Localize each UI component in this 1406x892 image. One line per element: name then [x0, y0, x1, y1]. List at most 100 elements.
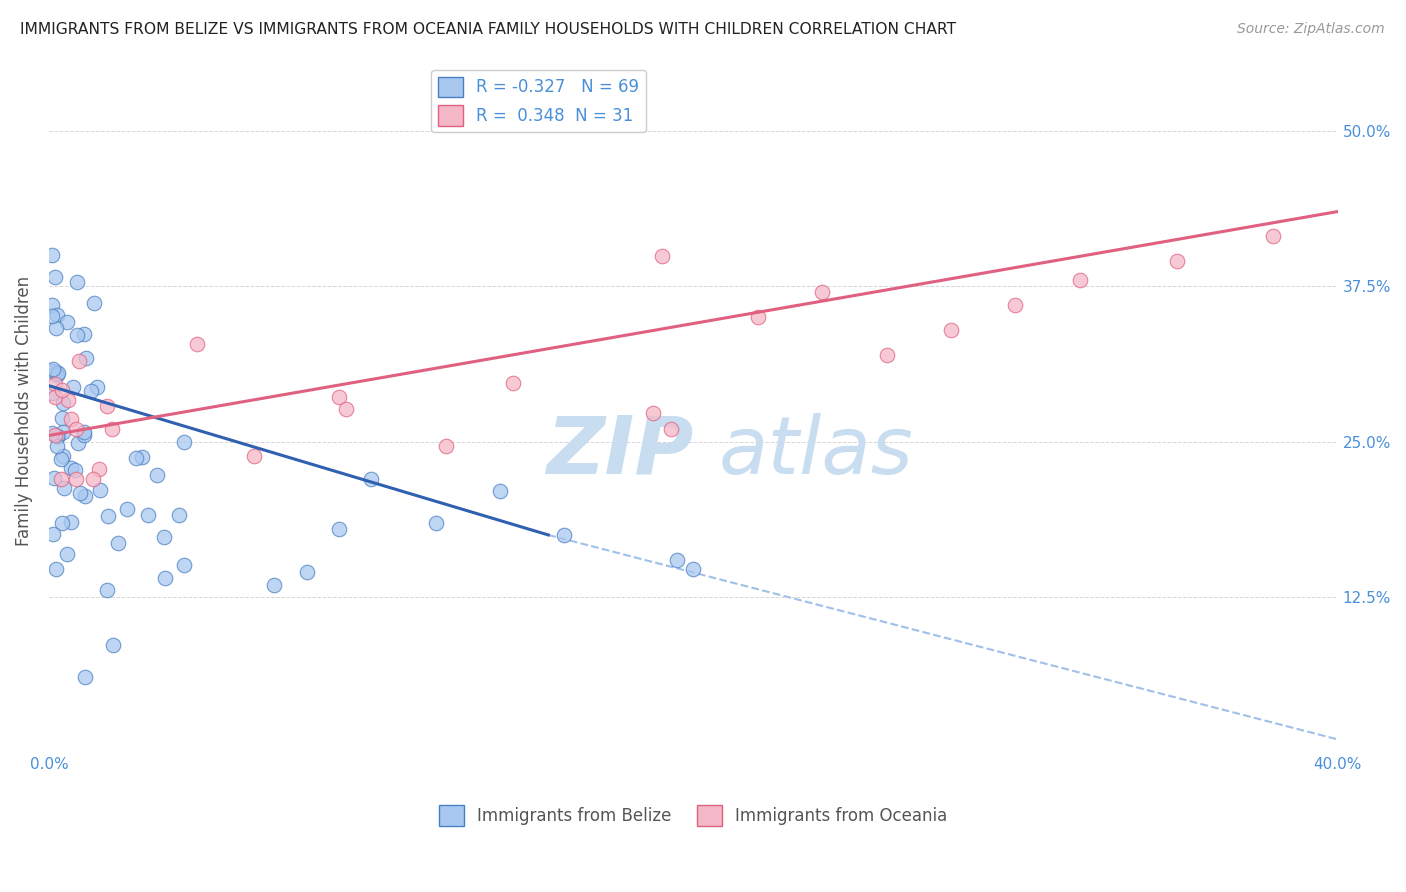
Point: [553, 528, 575, 542]
Point: [41, 364, 63, 378]
Point: [56, 392, 79, 407]
Point: [125, 450, 148, 465]
Point: [96, 583, 118, 598]
Point: [45, 321, 67, 335]
Point: [263, 578, 285, 592]
Point: [46, 438, 69, 452]
Point: [51, 516, 73, 530]
Point: [41, 248, 63, 262]
Point: [295, 566, 318, 580]
Point: [41, 526, 63, 541]
Point: [65, 463, 87, 477]
Point: [56, 547, 79, 561]
Point: [62, 380, 84, 394]
Point: [52, 425, 75, 440]
Point: [173, 435, 195, 450]
Point: [96, 399, 118, 413]
Point: [80, 384, 103, 398]
Point: [52, 450, 75, 464]
Point: [44, 365, 66, 379]
Point: [87, 462, 110, 476]
Point: [876, 348, 898, 362]
Point: [44, 376, 66, 391]
Point: [328, 522, 350, 536]
Point: [65, 472, 87, 486]
Text: ZIP: ZIP: [546, 413, 693, 491]
Point: [666, 553, 689, 567]
Point: [86, 380, 108, 394]
Point: [242, 449, 264, 463]
Point: [73, 425, 96, 439]
Point: [46, 366, 69, 380]
Point: [101, 422, 124, 436]
Point: [169, 508, 191, 523]
Point: [41, 426, 63, 441]
Point: [101, 638, 124, 652]
Text: Source: ZipAtlas.com: Source: ZipAtlas.com: [1237, 22, 1385, 37]
Point: [489, 484, 512, 499]
Point: [115, 502, 138, 516]
Point: [42, 361, 65, 376]
Point: [747, 310, 769, 325]
Point: [155, 571, 177, 585]
Point: [1263, 229, 1285, 244]
Point: [60, 412, 83, 426]
Point: [153, 530, 176, 544]
Text: IMMIGRANTS FROM BELIZE VS IMMIGRANTS FROM OCEANIA FAMILY HOUSEHOLDS WITH CHILDRE: IMMIGRANTS FROM BELIZE VS IMMIGRANTS FRO…: [20, 22, 956, 37]
Point: [360, 472, 382, 486]
Y-axis label: Family Households with Children: Family Households with Children: [15, 276, 32, 546]
Point: [328, 390, 350, 404]
Point: [59, 516, 82, 530]
Point: [502, 376, 524, 390]
Point: [136, 508, 159, 523]
Point: [44, 428, 66, 442]
Point: [131, 450, 153, 464]
Point: [659, 422, 682, 436]
Point: [73, 428, 96, 442]
Point: [45, 429, 67, 443]
Point: [44, 391, 66, 405]
Point: [73, 326, 96, 341]
Point: [49, 451, 72, 466]
Point: [75, 670, 97, 684]
Point: [641, 406, 664, 420]
Point: [42, 471, 65, 485]
Point: [65, 422, 87, 436]
Point: [73, 489, 96, 503]
Point: [52, 396, 75, 410]
Point: [55, 314, 77, 328]
Point: [811, 285, 834, 300]
Point: [51, 384, 73, 398]
Point: [75, 351, 97, 365]
Point: [41, 386, 63, 401]
Point: [434, 439, 457, 453]
Point: [186, 337, 208, 351]
Point: [83, 296, 105, 310]
Point: [66, 436, 89, 450]
Point: [335, 402, 357, 417]
Point: [82, 472, 104, 486]
Point: [107, 536, 129, 550]
Point: [97, 508, 120, 523]
Point: [939, 323, 962, 337]
Point: [173, 558, 195, 572]
Point: [425, 516, 447, 530]
Point: [1166, 254, 1188, 268]
Point: [44, 270, 66, 285]
Point: [146, 468, 169, 483]
Point: [1004, 298, 1026, 312]
Point: [651, 249, 673, 263]
Point: [67, 354, 90, 368]
Legend: Immigrants from Belize, Immigrants from Oceania: Immigrants from Belize, Immigrants from …: [433, 798, 955, 832]
Point: [60, 461, 83, 475]
Point: [41, 309, 63, 323]
Point: [53, 481, 76, 495]
Point: [45, 368, 67, 382]
Point: [44, 562, 66, 576]
Point: [49, 472, 72, 486]
Point: [45, 308, 67, 322]
Point: [41, 298, 63, 312]
Point: [682, 561, 704, 575]
Point: [89, 483, 111, 498]
Point: [69, 486, 91, 500]
